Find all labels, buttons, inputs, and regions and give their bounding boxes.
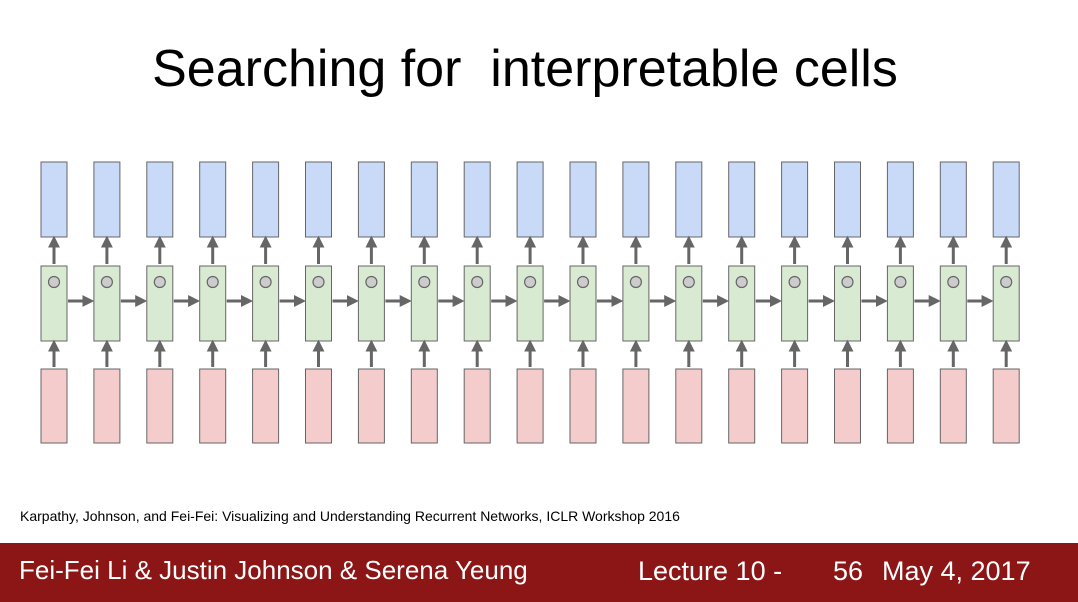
output-node: [463, 161, 491, 238]
output-node: [516, 161, 544, 238]
input-node: [675, 368, 703, 444]
cell-dot: [471, 275, 484, 289]
slide-title: Searching for interpretable cells: [152, 40, 898, 98]
output-node: [305, 161, 332, 238]
input-node: [146, 368, 174, 444]
input-node: [939, 368, 967, 444]
input-node: [40, 368, 68, 444]
output-node: [199, 161, 227, 238]
cell-dot: [523, 275, 537, 289]
cell-dot: [365, 275, 378, 289]
footer-date: May 4, 2017: [882, 556, 1031, 586]
cell-dot: [418, 275, 431, 289]
input-node: [410, 368, 438, 444]
cell-dot: [576, 275, 590, 289]
cell-dot: [735, 275, 748, 289]
output-node: [834, 161, 861, 238]
output-node: [40, 161, 68, 238]
output-node: [146, 161, 174, 238]
output-node: [992, 161, 1020, 238]
input-node: [305, 368, 332, 444]
cell-dot: [788, 275, 801, 289]
cell-dot: [259, 275, 272, 289]
output-node: [252, 161, 280, 238]
output-node: [569, 161, 597, 238]
input-node: [199, 368, 227, 444]
cell-dot: [312, 275, 325, 289]
input-node: [252, 368, 280, 444]
output-node: [93, 161, 121, 238]
input-node: [463, 368, 491, 444]
input-node: [886, 368, 914, 444]
footer-authors: Fei-Fei Li & Justin Johnson & Serena Yeu…: [19, 555, 528, 585]
cell-dot: [894, 275, 907, 289]
input-node: [516, 368, 544, 444]
input-node: [93, 368, 121, 444]
output-node: [728, 161, 756, 238]
output-node: [939, 161, 967, 238]
input-node: [992, 368, 1020, 444]
cell-dot: [629, 275, 643, 289]
input-node: [728, 368, 756, 444]
output-node: [410, 161, 438, 238]
input-node: [781, 368, 809, 444]
cell-dot: [841, 275, 854, 289]
output-node: [622, 161, 650, 238]
cell-dot: [47, 275, 61, 289]
rnn-unrolled-diagram: [40, 161, 1020, 444]
cell-dot: [947, 275, 960, 289]
input-node: [622, 368, 650, 444]
footer-lecture: Lecture 10 -: [638, 556, 783, 586]
output-node: [675, 161, 703, 238]
citation: Karpathy, Johnson, and Fei-Fei: Visualiz…: [20, 508, 680, 524]
hidden-state-node: [834, 265, 861, 342]
cell-dot: [100, 275, 114, 289]
cell-dot: [1000, 275, 1013, 289]
output-node: [886, 161, 914, 238]
cell-dot: [153, 275, 166, 289]
input-node: [357, 368, 385, 444]
footer-bar: Fei-Fei Li & Justin Johnson & Serena Yeu…: [0, 543, 1078, 602]
cell-dot: [682, 275, 695, 289]
footer-page-number: 56: [833, 556, 864, 586]
input-node: [834, 368, 861, 444]
cell-dot: [206, 275, 219, 289]
output-node: [781, 161, 809, 238]
input-node: [569, 368, 597, 444]
output-node: [357, 161, 385, 238]
